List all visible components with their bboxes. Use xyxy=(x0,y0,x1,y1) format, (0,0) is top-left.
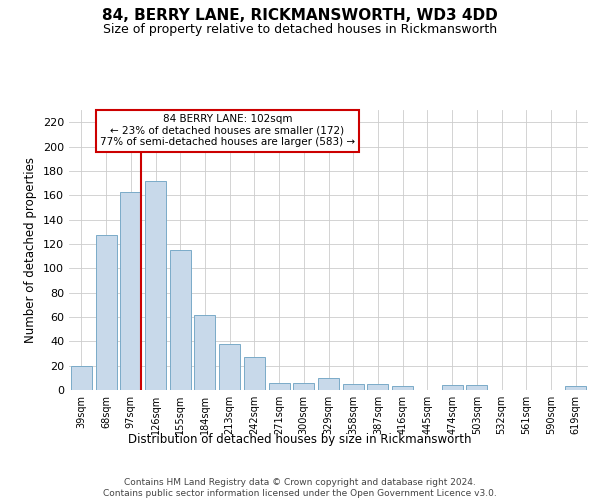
Text: 84 BERRY LANE: 102sqm
← 23% of detached houses are smaller (172)
77% of semi-det: 84 BERRY LANE: 102sqm ← 23% of detached … xyxy=(100,114,355,148)
Bar xyxy=(392,386,413,390)
Bar xyxy=(170,250,191,390)
Y-axis label: Number of detached properties: Number of detached properties xyxy=(25,157,37,343)
Bar xyxy=(293,382,314,390)
Bar xyxy=(145,180,166,390)
Bar xyxy=(565,386,586,390)
Bar xyxy=(95,236,116,390)
Text: 84, BERRY LANE, RICKMANSWORTH, WD3 4DD: 84, BERRY LANE, RICKMANSWORTH, WD3 4DD xyxy=(102,8,498,22)
Bar xyxy=(343,384,364,390)
Bar xyxy=(367,384,388,390)
Bar xyxy=(120,192,141,390)
Bar xyxy=(244,357,265,390)
Bar xyxy=(466,385,487,390)
Text: Size of property relative to detached houses in Rickmansworth: Size of property relative to detached ho… xyxy=(103,22,497,36)
Bar xyxy=(269,382,290,390)
Text: Distribution of detached houses by size in Rickmansworth: Distribution of detached houses by size … xyxy=(128,432,472,446)
Bar xyxy=(71,366,92,390)
Bar xyxy=(442,385,463,390)
Bar xyxy=(194,314,215,390)
Bar xyxy=(318,378,339,390)
Bar xyxy=(219,344,240,390)
Text: Contains HM Land Registry data © Crown copyright and database right 2024.
Contai: Contains HM Land Registry data © Crown c… xyxy=(103,478,497,498)
